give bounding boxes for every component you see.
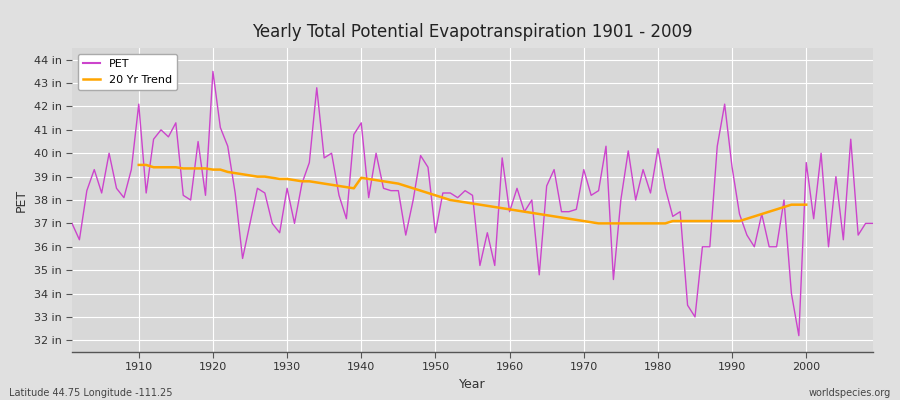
X-axis label: Year: Year	[459, 378, 486, 391]
Legend: PET, 20 Yr Trend: PET, 20 Yr Trend	[77, 54, 177, 90]
Text: worldspecies.org: worldspecies.org	[809, 388, 891, 398]
Y-axis label: PET: PET	[15, 188, 28, 212]
Title: Yearly Total Potential Evapotranspiration 1901 - 2009: Yearly Total Potential Evapotranspiratio…	[252, 23, 693, 41]
Text: Latitude 44.75 Longitude -111.25: Latitude 44.75 Longitude -111.25	[9, 388, 173, 398]
